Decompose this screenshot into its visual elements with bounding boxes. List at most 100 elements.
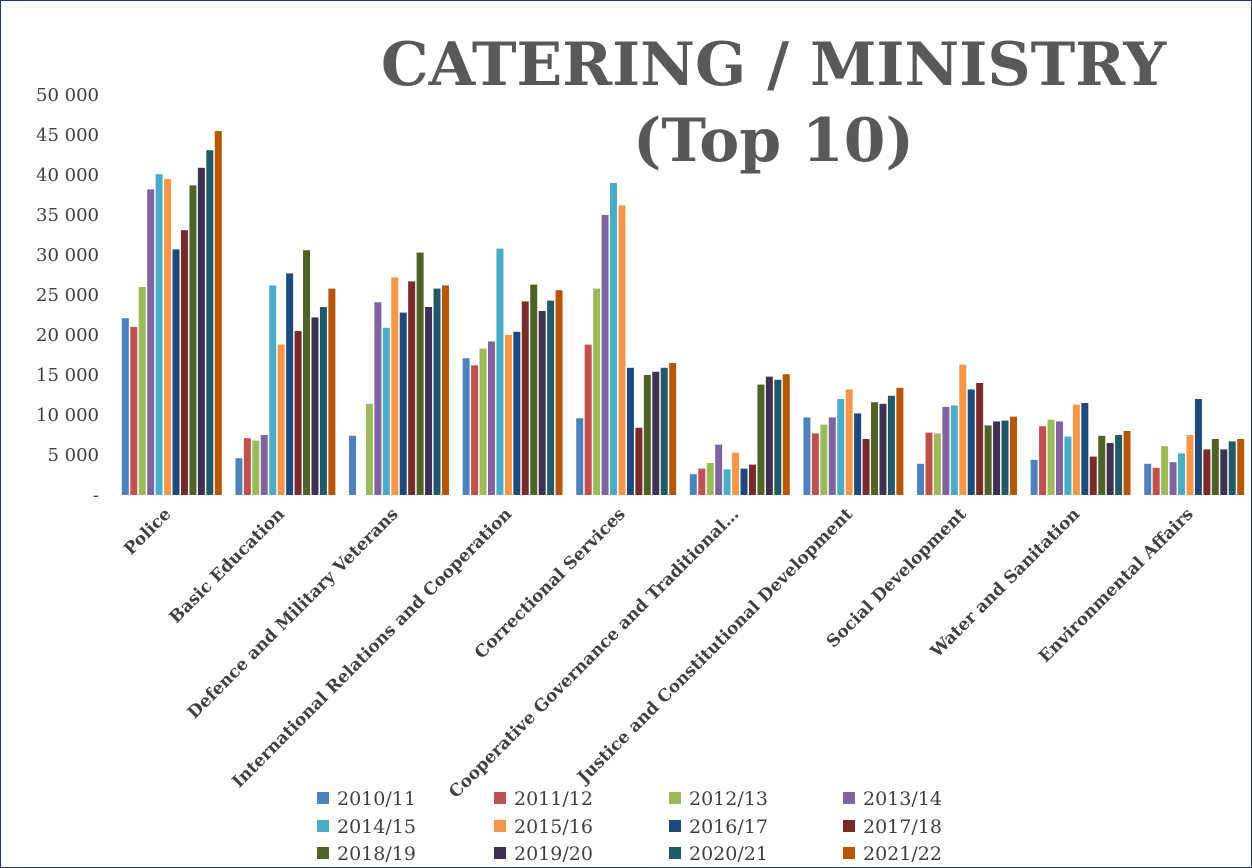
bar bbox=[1064, 436, 1072, 495]
bar bbox=[269, 285, 277, 495]
bar bbox=[1047, 419, 1055, 495]
legend-label: 2018/19 bbox=[337, 843, 416, 865]
bar bbox=[862, 439, 870, 495]
bar bbox=[1178, 453, 1186, 495]
bar bbox=[294, 331, 302, 495]
bar bbox=[887, 395, 895, 495]
y-tick-label: 20 000 bbox=[36, 325, 99, 346]
bar bbox=[513, 331, 521, 495]
bar bbox=[584, 344, 592, 495]
y-tick-label: - bbox=[93, 485, 99, 506]
legend-swatch bbox=[843, 847, 855, 859]
bar bbox=[365, 403, 373, 495]
bar bbox=[942, 407, 950, 495]
legend-label: 2020/21 bbox=[689, 843, 768, 865]
bar bbox=[879, 403, 887, 495]
bar bbox=[715, 444, 723, 495]
bar bbox=[471, 365, 479, 495]
legend-swatch bbox=[494, 820, 506, 832]
legend-swatch bbox=[669, 792, 681, 804]
bar bbox=[618, 205, 626, 495]
legend-swatch bbox=[317, 820, 329, 832]
legend-label: 2013/14 bbox=[863, 788, 942, 810]
bar bbox=[698, 468, 706, 495]
legend-label: 2015/16 bbox=[514, 816, 593, 838]
bar bbox=[547, 300, 555, 495]
legend-swatch bbox=[843, 820, 855, 832]
bar bbox=[538, 311, 546, 495]
bar bbox=[1089, 456, 1097, 495]
bar bbox=[496, 248, 504, 495]
bar bbox=[1228, 441, 1236, 495]
bar bbox=[748, 464, 756, 495]
bar bbox=[1186, 435, 1194, 495]
bar bbox=[706, 463, 714, 495]
bar bbox=[374, 302, 382, 495]
bar bbox=[917, 463, 925, 495]
legend-label: 2014/15 bbox=[337, 816, 416, 838]
bar bbox=[521, 301, 529, 495]
bar bbox=[950, 405, 958, 495]
bar bbox=[652, 371, 660, 495]
bar bbox=[610, 183, 618, 495]
bar bbox=[252, 440, 260, 495]
bar bbox=[1220, 449, 1228, 495]
bar bbox=[147, 189, 155, 495]
bar bbox=[164, 179, 172, 495]
bar bbox=[277, 344, 285, 495]
bar bbox=[984, 425, 992, 495]
y-tick-label: 15 000 bbox=[36, 365, 99, 386]
bar bbox=[635, 427, 643, 495]
bar bbox=[765, 376, 773, 495]
bar bbox=[993, 421, 1001, 495]
bar bbox=[155, 174, 163, 495]
bar bbox=[260, 435, 268, 495]
bar bbox=[286, 273, 294, 495]
legend-label: 2019/20 bbox=[514, 843, 593, 865]
bar bbox=[896, 387, 904, 495]
y-tick-label: 10 000 bbox=[36, 405, 99, 426]
bar bbox=[479, 348, 487, 495]
bar bbox=[382, 327, 390, 495]
bar bbox=[1123, 431, 1131, 495]
bar bbox=[1161, 446, 1169, 495]
bar bbox=[1203, 449, 1211, 495]
y-tick-label: 35 000 bbox=[36, 205, 99, 226]
bar bbox=[1055, 421, 1063, 495]
bar bbox=[732, 452, 740, 495]
bar bbox=[811, 433, 819, 495]
bar bbox=[1152, 467, 1160, 495]
bar bbox=[601, 215, 609, 495]
bar bbox=[172, 249, 180, 495]
bar bbox=[555, 290, 563, 495]
bar bbox=[576, 418, 584, 495]
bar bbox=[243, 438, 251, 495]
bar bbox=[433, 288, 441, 495]
bar bbox=[391, 277, 399, 495]
bar bbox=[740, 468, 748, 495]
bar bbox=[854, 413, 862, 495]
bar bbox=[1106, 443, 1114, 495]
y-tick-label: 5 000 bbox=[47, 445, 99, 466]
bar bbox=[660, 367, 668, 495]
bar bbox=[871, 402, 879, 495]
bar bbox=[1098, 435, 1106, 495]
bar bbox=[1169, 462, 1177, 495]
bar bbox=[643, 375, 651, 495]
bar bbox=[689, 474, 697, 495]
y-tick-label: 50 000 bbox=[36, 85, 99, 106]
bar bbox=[416, 252, 424, 495]
bar bbox=[235, 458, 243, 495]
bar bbox=[1237, 439, 1245, 495]
x-tick-label: Basic Education bbox=[166, 504, 289, 627]
bar bbox=[441, 285, 449, 495]
bar bbox=[319, 307, 327, 495]
legend-label: 2011/12 bbox=[514, 788, 593, 810]
bar bbox=[189, 185, 197, 495]
bar bbox=[774, 379, 782, 495]
bar bbox=[1009, 416, 1017, 495]
legend-swatch bbox=[669, 820, 681, 832]
y-tick-label: 25 000 bbox=[36, 285, 99, 306]
bar bbox=[425, 307, 433, 495]
